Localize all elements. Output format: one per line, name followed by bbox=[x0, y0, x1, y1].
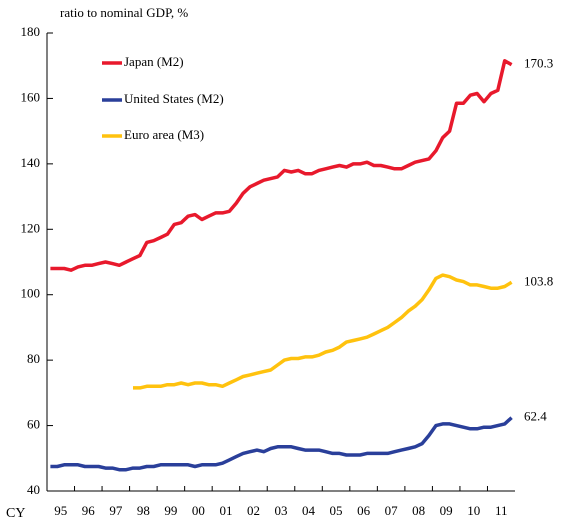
x-tick-label: 03 bbox=[275, 503, 288, 518]
legend-label: Japan (M2) bbox=[124, 54, 184, 69]
legend-label: United States (M2) bbox=[124, 91, 224, 106]
x-prefix: CY bbox=[6, 506, 25, 521]
x-tick-label: 07 bbox=[385, 503, 399, 518]
end-label: 62.4 bbox=[524, 409, 547, 424]
y-tick-label: 100 bbox=[21, 286, 41, 301]
end-label: 103.8 bbox=[524, 273, 553, 288]
x-tick-label: 05 bbox=[330, 503, 343, 518]
x-tick-label: 02 bbox=[247, 503, 260, 518]
x-tick-label: 09 bbox=[440, 503, 453, 518]
x-tick-label: 10 bbox=[467, 503, 480, 518]
y-tick-label: 80 bbox=[27, 351, 40, 366]
x-tick-label: 97 bbox=[109, 503, 123, 518]
x-tick-label: 11 bbox=[495, 503, 508, 518]
series-line bbox=[133, 273, 513, 390]
x-tick-label: 00 bbox=[192, 503, 205, 518]
x-tick-label: 04 bbox=[302, 503, 316, 518]
x-tick-label: 99 bbox=[164, 503, 177, 518]
y-tick-label: 120 bbox=[21, 220, 41, 235]
end-label: 170.3 bbox=[524, 56, 553, 71]
legend-label: Euro area (M3) bbox=[124, 127, 204, 142]
x-tick-label: 01 bbox=[219, 503, 232, 518]
y-tick-label: 140 bbox=[21, 155, 41, 170]
y-tick-label: 180 bbox=[21, 24, 41, 39]
x-tick-label: 08 bbox=[412, 503, 425, 518]
y-axis-label: ratio to nominal GDP, % bbox=[60, 5, 188, 20]
series-line bbox=[50, 59, 513, 272]
series-line bbox=[50, 416, 513, 472]
x-tick-label: 98 bbox=[137, 503, 150, 518]
y-tick-label: 160 bbox=[21, 89, 41, 104]
x-tick-label: 96 bbox=[82, 503, 96, 518]
x-tick-label: 95 bbox=[54, 503, 67, 518]
y-tick-label: 60 bbox=[27, 417, 40, 432]
y-tick-label: 40 bbox=[27, 482, 40, 497]
x-tick-label: 06 bbox=[357, 503, 371, 518]
